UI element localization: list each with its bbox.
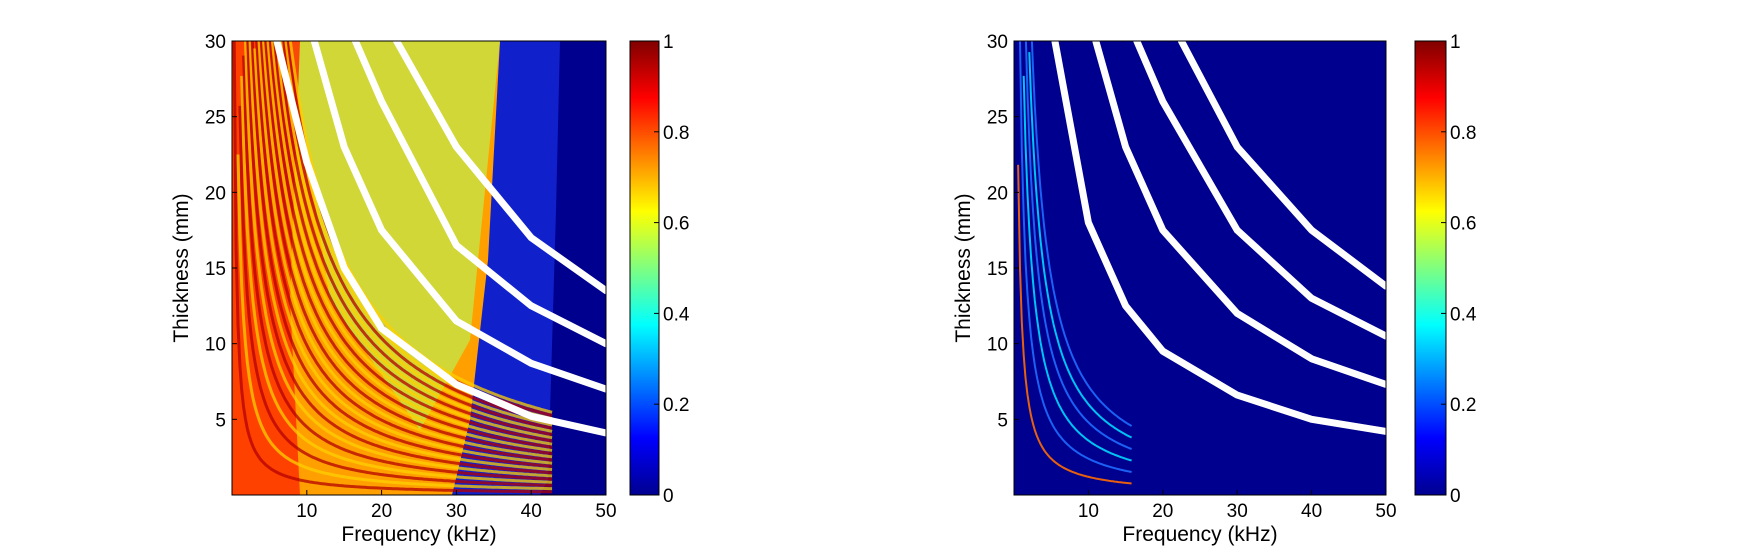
cutoff-curve xyxy=(273,41,606,437)
fringe-line xyxy=(1019,41,1132,473)
y-tick-label: 30 xyxy=(205,32,226,53)
cutoff-curve xyxy=(310,41,606,393)
fringe-line xyxy=(236,154,553,491)
fringe-line xyxy=(1022,75,1132,462)
x-tick-label: 40 xyxy=(1301,501,1322,522)
y-ticks: 5 10 15 20 25 30 xyxy=(205,32,237,431)
cutoff-curve xyxy=(351,41,606,348)
fringe-line xyxy=(1030,41,1133,427)
x-tick-label: 50 xyxy=(595,501,616,522)
fringe-line xyxy=(279,41,553,427)
fringe-line xyxy=(273,41,553,436)
x-tick-label: 40 xyxy=(521,501,542,522)
y-tick-label: 5 xyxy=(997,410,1008,431)
colorbar-tick-label: 0 xyxy=(663,486,674,507)
y-tick-label: 5 xyxy=(215,410,226,431)
colorbar-tick-label: 0.8 xyxy=(1450,123,1476,144)
fringe-line xyxy=(275,41,553,433)
fringe-line xyxy=(232,41,553,494)
fringe-line xyxy=(266,41,553,446)
y-tick-label: 15 xyxy=(987,259,1008,280)
x-ticks: 10 20 30 40 50 xyxy=(296,490,617,522)
y-tick-label: 10 xyxy=(987,335,1008,356)
colorbar-ticks: 0 0.2 0.4 0.6 0.8 1 xyxy=(1441,32,1477,507)
y-tick-label: 10 xyxy=(205,335,226,356)
fringe-line xyxy=(257,41,553,459)
fringe-lines xyxy=(232,41,553,494)
colorbar-tick-label: 0.4 xyxy=(663,304,690,325)
fringe-line xyxy=(244,41,553,478)
colorbar-tick-label: 0.6 xyxy=(663,214,689,235)
fringe-line xyxy=(240,75,553,484)
fringe-line xyxy=(255,41,553,462)
y-tick-label: 25 xyxy=(205,108,226,129)
y-tick-label: 15 xyxy=(205,259,226,280)
cutoff-curve xyxy=(393,41,606,295)
y-tick-label: 20 xyxy=(205,183,226,204)
fringe-line xyxy=(1017,164,1132,485)
fringe-line xyxy=(1024,41,1132,450)
colorbar-tick-label: 1 xyxy=(663,32,674,53)
colorbar-tick-label: 0.2 xyxy=(663,395,689,416)
fringe-line xyxy=(250,41,553,468)
fringe-line xyxy=(277,41,553,430)
heatmap-area xyxy=(1014,41,1386,495)
cutoff-curve xyxy=(1051,41,1386,435)
cutoff-curve xyxy=(1092,41,1386,388)
x-tick-label: 30 xyxy=(1227,501,1248,522)
colorbar-ticks: 0 0.2 0.4 0.6 0.8 1 xyxy=(654,32,690,507)
colorbar: 0 0.2 0.4 0.6 0.8 1 xyxy=(629,32,690,507)
x-ticks: 10 20 30 40 50 xyxy=(1078,490,1397,522)
cutoff-curve xyxy=(1133,41,1386,340)
y-axis-label: Thickness (mm) xyxy=(952,193,975,342)
y-ticks: 5 10 15 20 25 30 xyxy=(987,32,1019,431)
fringe-lines xyxy=(1017,41,1133,485)
cutoff-curves xyxy=(273,41,606,437)
cutoff-curve xyxy=(1177,41,1386,290)
colorbar-tick-label: 0.2 xyxy=(1450,395,1476,416)
fringe-line xyxy=(238,105,553,487)
fringe-line xyxy=(264,41,553,449)
fringe-line xyxy=(270,41,553,440)
colorbar-tick-label: 0.6 xyxy=(1450,214,1476,235)
fringe-line xyxy=(1028,52,1133,439)
fringe-line xyxy=(259,41,553,456)
colorbar-tick-label: 0.4 xyxy=(1450,304,1477,325)
colorbar: 0 0.2 0.4 0.6 0.8 1 xyxy=(1414,32,1477,507)
fringe-line xyxy=(253,48,553,465)
x-tick-label: 20 xyxy=(1152,501,1173,522)
x-tick-label: 50 xyxy=(1375,501,1396,522)
x-tick-label: 20 xyxy=(371,501,392,522)
fringe-line xyxy=(246,41,553,475)
fringe-line xyxy=(268,41,553,443)
cutoff-curves xyxy=(1051,41,1386,435)
x-tick-label: 10 xyxy=(1078,501,1099,522)
colorbar-tick-label: 0.8 xyxy=(663,123,689,144)
y-tick-label: 30 xyxy=(987,32,1008,53)
colorbar-gradient xyxy=(629,40,660,496)
x-axis-label: Frequency (kHz) xyxy=(1122,523,1277,546)
x-axis-label: Frequency (kHz) xyxy=(341,523,496,546)
fringe-line xyxy=(248,41,553,471)
y-axis-label: Thickness (mm) xyxy=(170,193,193,342)
colorbar-tick-label: 1 xyxy=(1450,32,1461,53)
y-tick-label: 20 xyxy=(987,183,1008,204)
fringe-line xyxy=(242,55,553,481)
fringe-line xyxy=(261,41,553,452)
colorbar-tick-label: 0 xyxy=(1450,486,1461,507)
heatmap-area xyxy=(232,41,606,495)
x-tick-label: 10 xyxy=(296,501,317,522)
x-tick-label: 30 xyxy=(446,501,467,522)
y-tick-label: 25 xyxy=(987,108,1008,129)
colorbar-gradient xyxy=(1414,40,1447,496)
